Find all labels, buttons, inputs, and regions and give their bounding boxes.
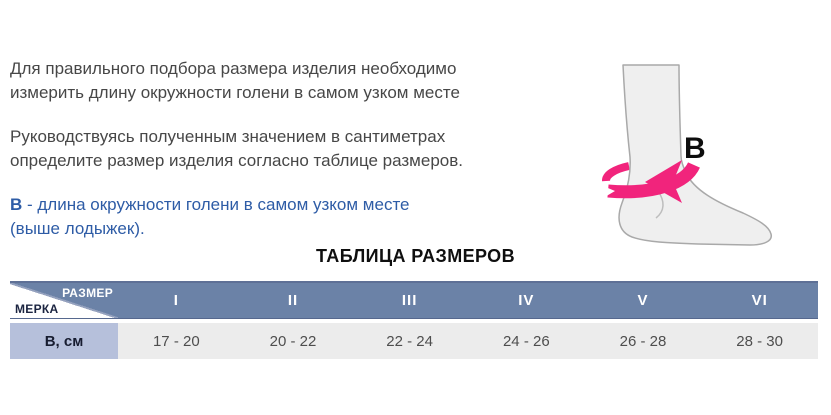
- measuring-band-back: [602, 162, 630, 182]
- instruction-paragraph-2: Руководствуясь полученным значением в са…: [10, 125, 530, 173]
- measure-value-3: 22 - 24: [351, 323, 468, 359]
- band-arrow-icon: [645, 160, 682, 203]
- ankle-illustration-svg: B: [596, 64, 772, 246]
- measure-point-label: B: [684, 132, 706, 165]
- instruction-line: Руководствуясь полученным значением в са…: [10, 127, 446, 146]
- size-column-header-1: I: [173, 292, 179, 309]
- measure-value-5: 26 - 28: [584, 323, 702, 359]
- size-table-title: ТАБЛИЦА РАЗМЕРОВ: [316, 246, 515, 266]
- instruction-paragraph-1: Для правильного подбора размера изделия …: [10, 57, 530, 105]
- corner-size-label: РАЗМЕР: [62, 286, 113, 300]
- note-line: - длина окружности голени в самом узком …: [22, 195, 410, 214]
- table-corner-cell: РАЗМЕР МЕРКА: [10, 283, 118, 318]
- measure-value-4: 24 - 26: [467, 323, 585, 359]
- measure-value-1: 17 - 20: [118, 323, 235, 359]
- corner-measure-label: МЕРКА: [15, 302, 59, 316]
- instructions-block: Для правильного подбора размера изделия …: [10, 57, 530, 261]
- measure-letter: В: [10, 195, 23, 214]
- size-column-header-4: IV: [518, 292, 535, 309]
- instruction-line: измерить длину окружности голени в самом…: [10, 83, 460, 102]
- size-table-data-row: В, см 17 - 20 20 - 22 22 - 24 24 - 26 26…: [10, 323, 818, 359]
- measure-value-2: 20 - 22: [234, 323, 352, 359]
- band-tail-notch: [596, 183, 615, 201]
- size-column-header-3: III: [401, 292, 418, 309]
- size-column-header-5: V: [637, 292, 649, 309]
- size-column-header-2: II: [287, 292, 299, 309]
- size-table: РАЗМЕР МЕРКА I II III IV V VI В, см 17 -…: [10, 281, 818, 359]
- ankle-measurement-illustration: B: [588, 5, 820, 255]
- size-column-header-6: VI: [751, 292, 768, 309]
- instruction-line: Для правильного подбора размера изделия …: [10, 59, 457, 78]
- note-line: (выше лодыжек).: [10, 219, 145, 238]
- measure-row-label: В, см: [10, 323, 118, 359]
- measurement-note: В - длина окружности голени в самом узко…: [10, 193, 530, 241]
- size-table-header-row: РАЗМЕР МЕРКА I II III IV V VI: [10, 281, 818, 319]
- instruction-line: определите размер изделия согласно табли…: [10, 151, 463, 170]
- measure-value-6: 28 - 30: [701, 323, 818, 359]
